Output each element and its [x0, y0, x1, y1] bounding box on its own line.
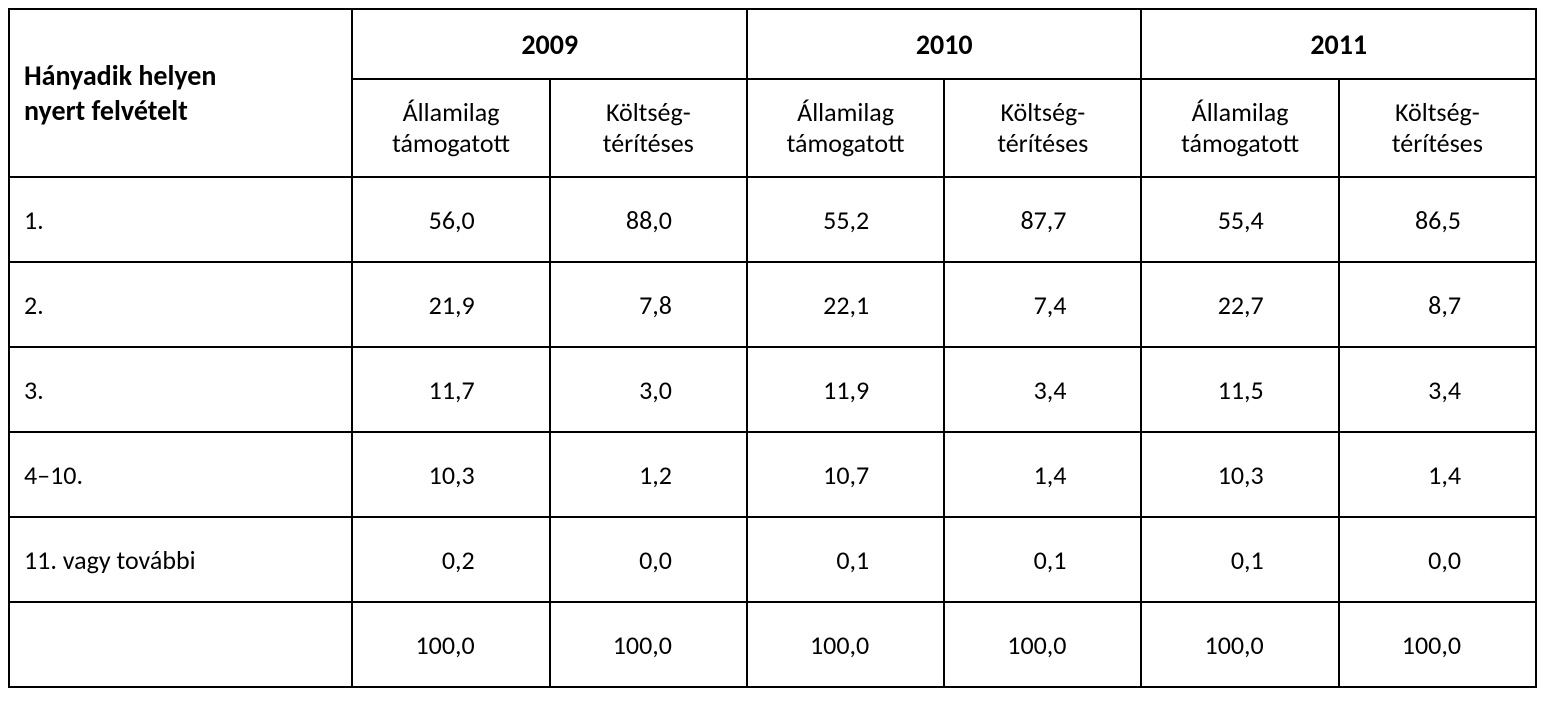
cell: 3,4: [1339, 347, 1536, 432]
row-label: 4–10.: [9, 432, 352, 517]
sub-header: Költség-térítéses: [944, 79, 1141, 177]
cell: 55,2: [747, 177, 944, 262]
cell: 0,0: [1339, 517, 1536, 602]
sub-header: Államilagtámogatott: [352, 79, 549, 177]
cell: 10,3: [1141, 432, 1338, 517]
row-label: 2.: [9, 262, 352, 347]
year-header: 2011: [1141, 9, 1536, 79]
cell: 0,1: [1141, 517, 1338, 602]
cell: 100,0: [1339, 602, 1536, 687]
cell: 0,0: [550, 517, 747, 602]
cell: 0,1: [747, 517, 944, 602]
sub-header: Államilagtámogatott: [1141, 79, 1338, 177]
cell: 11,5: [1141, 347, 1338, 432]
cell: 86,5: [1339, 177, 1536, 262]
sub-header: Költség-térítéses: [1339, 79, 1536, 177]
cell: 22,7: [1141, 262, 1338, 347]
cell: 1,2: [550, 432, 747, 517]
cell: 0,1: [944, 517, 1141, 602]
row-label: 3.: [9, 347, 352, 432]
table-row: 11. vagy további 0,2 0,0 0,1 0,1 0,1 0,0: [9, 517, 1536, 602]
table-row: 1. 56,0 88,0 55,2 87,7 55,4 86,5: [9, 177, 1536, 262]
cell: 56,0: [352, 177, 549, 262]
table-body: 1. 56,0 88,0 55,2 87,7 55,4 86,5 2. 21,9…: [9, 177, 1536, 687]
cell: 10,7: [747, 432, 944, 517]
year-header: 2010: [747, 9, 1142, 79]
cell: 7,4: [944, 262, 1141, 347]
cell: 22,1: [747, 262, 944, 347]
cell: 1,4: [944, 432, 1141, 517]
sub-header: Költség-térítéses: [550, 79, 747, 177]
cell: 100,0: [747, 602, 944, 687]
cell: 11,7: [352, 347, 549, 432]
cell: 87,7: [944, 177, 1141, 262]
cell: 100,0: [944, 602, 1141, 687]
cell: 7,8: [550, 262, 747, 347]
cell: 11,9: [747, 347, 944, 432]
cell: 21,9: [352, 262, 549, 347]
year-header: 2009: [352, 9, 747, 79]
cell: 88,0: [550, 177, 747, 262]
sub-header: Államilagtámogatott: [747, 79, 944, 177]
table-row: 100,0 100,0 100,0 100,0 100,0 100,0: [9, 602, 1536, 687]
cell: 10,3: [352, 432, 549, 517]
row-label: 11. vagy további: [9, 517, 352, 602]
table-row: 3. 11,7 3,0 11,9 3,4 11,5 3,4: [9, 347, 1536, 432]
table-row: 2. 21,9 7,8 22,1 7,4 22,7 8,7: [9, 262, 1536, 347]
cell: 100,0: [550, 602, 747, 687]
cell: 100,0: [352, 602, 549, 687]
corner-header: Hányadik helyennyert felvételt: [9, 9, 352, 177]
cell: 3,0: [550, 347, 747, 432]
row-label: 1.: [9, 177, 352, 262]
table-row: 4–10. 10,3 1,2 10,7 1,4 10,3 1,4: [9, 432, 1536, 517]
data-table: Hányadik helyennyert felvételt 2009 2010…: [8, 8, 1537, 688]
cell: 0,2: [352, 517, 549, 602]
row-label: [9, 602, 352, 687]
cell: 55,4: [1141, 177, 1338, 262]
cell: 100,0: [1141, 602, 1338, 687]
cell: 8,7: [1339, 262, 1536, 347]
cell: 1,4: [1339, 432, 1536, 517]
cell: 3,4: [944, 347, 1141, 432]
